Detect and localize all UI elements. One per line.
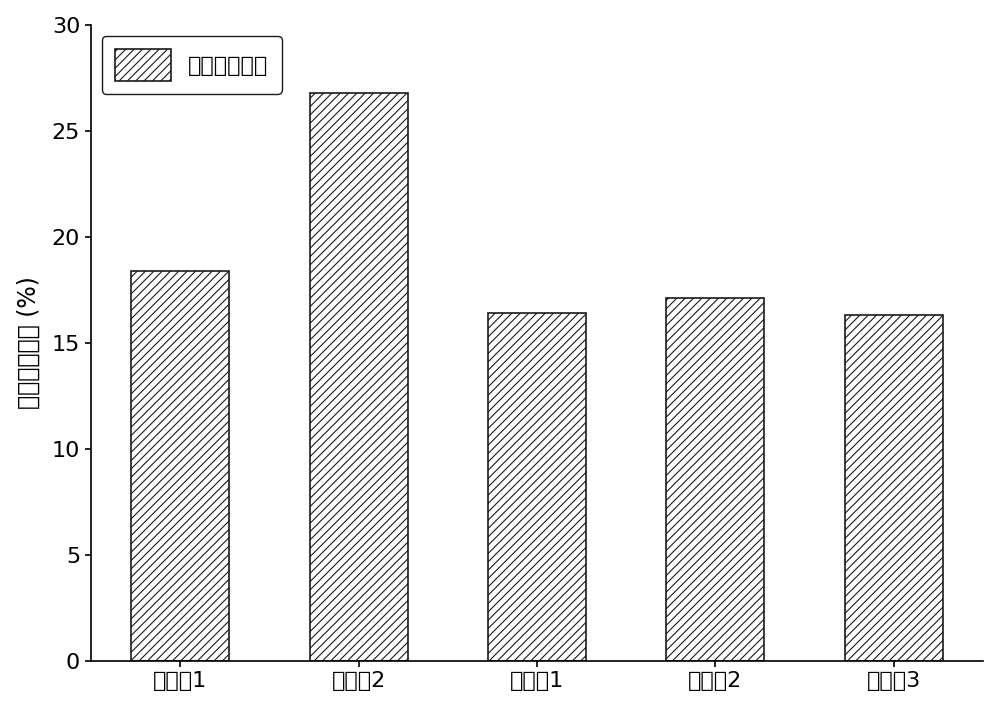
Bar bbox=[131, 270, 229, 661]
Bar bbox=[666, 298, 764, 661]
Bar bbox=[488, 313, 586, 661]
Legend: 硫酸根保有量: 硫酸根保有量 bbox=[102, 36, 282, 94]
Y-axis label: 硫酸根保有量 (%): 硫酸根保有量 (%) bbox=[17, 276, 41, 409]
Bar bbox=[845, 315, 943, 661]
Bar bbox=[310, 93, 408, 661]
